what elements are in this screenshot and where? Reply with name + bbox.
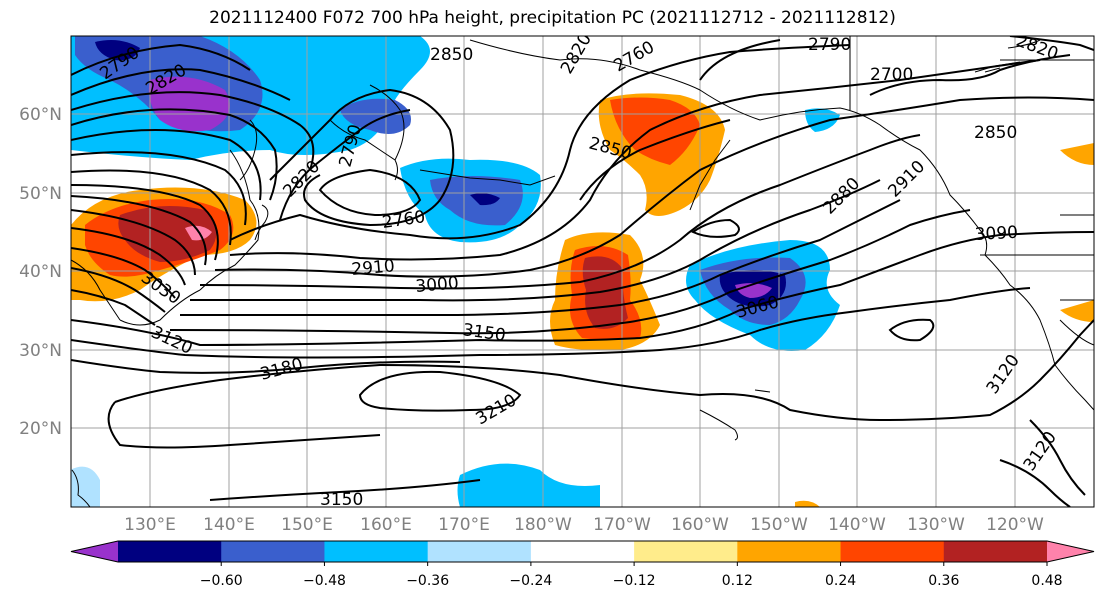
contour-label: 3090 [974, 223, 1018, 245]
colorbar-swatch [324, 541, 429, 562]
lon-label: 140°E [203, 515, 255, 535]
height-contours [71, 36, 1094, 507]
colorbar-tick-label: 0.12 [722, 573, 753, 589]
lon-label: 160°E [360, 515, 412, 535]
colorbar-tick-label: −0.48 [303, 573, 346, 589]
colorbar-tick-label: −0.24 [509, 573, 552, 589]
coastline-detail [974, 61, 1021, 73]
map-plot-area: 2790 2820 2820 2790 2850 2820 2760 2790 … [71, 35, 1094, 510]
lon-label: 160°W [671, 515, 729, 535]
contour-label: 2850 [430, 45, 473, 65]
lon-label: 170°W [593, 515, 651, 535]
lon-label: 130°W [907, 515, 965, 535]
colorbar-outline [70, 540, 1095, 563]
colorbar-tick-label: 0.24 [825, 573, 856, 589]
latitude-labels: 60°N 50°N 40°N 30°N 20°N [19, 105, 62, 439]
lat-label: 60°N [19, 105, 62, 125]
colorbar-tick-label: 0.36 [928, 573, 959, 589]
contour-label: 2790 [808, 35, 851, 55]
colorbar-swatch [840, 541, 945, 562]
lon-label: 170°E [438, 515, 490, 535]
longitude-labels: 130°E 140°E 150°E 160°E 170°E 180°W 170°… [124, 515, 1044, 535]
colorbar-swatch [427, 541, 532, 562]
contour-label: 2850 [974, 123, 1017, 143]
colorbar-tick-label: −0.36 [406, 573, 449, 589]
contour-label: 3150 [320, 490, 363, 510]
colorbar-tick-label: 0.48 [1031, 573, 1062, 589]
colorbar-tick-label: −0.12 [613, 573, 656, 589]
colorbar-swatch [1047, 541, 1094, 562]
map-frame [70, 35, 1095, 508]
contour-label: 2910 [351, 256, 396, 280]
colorbar-swatch [530, 541, 635, 562]
colorbar-swatch [221, 541, 325, 562]
graticule [71, 36, 1094, 507]
colorbar-swatch [737, 541, 842, 562]
lat-label: 40°N [19, 262, 62, 282]
colorbar-tick-label: −0.60 [200, 573, 243, 589]
lon-label: 120°W [986, 515, 1044, 535]
contour-label: 3000 [415, 273, 460, 297]
map-title: 2021112400 F072 700 hPa height, precipit… [209, 8, 896, 28]
colorbar-swatch [118, 541, 222, 562]
colorbar-swatch [943, 541, 1048, 562]
lon-label: 180°W [514, 515, 572, 535]
lat-label: 30°N [19, 341, 62, 361]
lat-label: 50°N [19, 184, 62, 204]
colorbar: −0.60 −0.48 −0.36 −0.24 −0.12 0.12 0.24 0.36 0.4… [70, 540, 1095, 589]
lon-label: 150°E [281, 515, 333, 535]
lon-label: 130°E [124, 515, 176, 535]
lon-label: 140°W [828, 515, 886, 535]
contour-label: 2700 [870, 65, 913, 85]
lon-label: 150°W [750, 515, 808, 535]
colorbar-swatch [71, 541, 118, 562]
coastlines [71, 36, 1094, 507]
lat-label: 20°N [19, 419, 62, 439]
colorbar-swatch [634, 541, 738, 562]
